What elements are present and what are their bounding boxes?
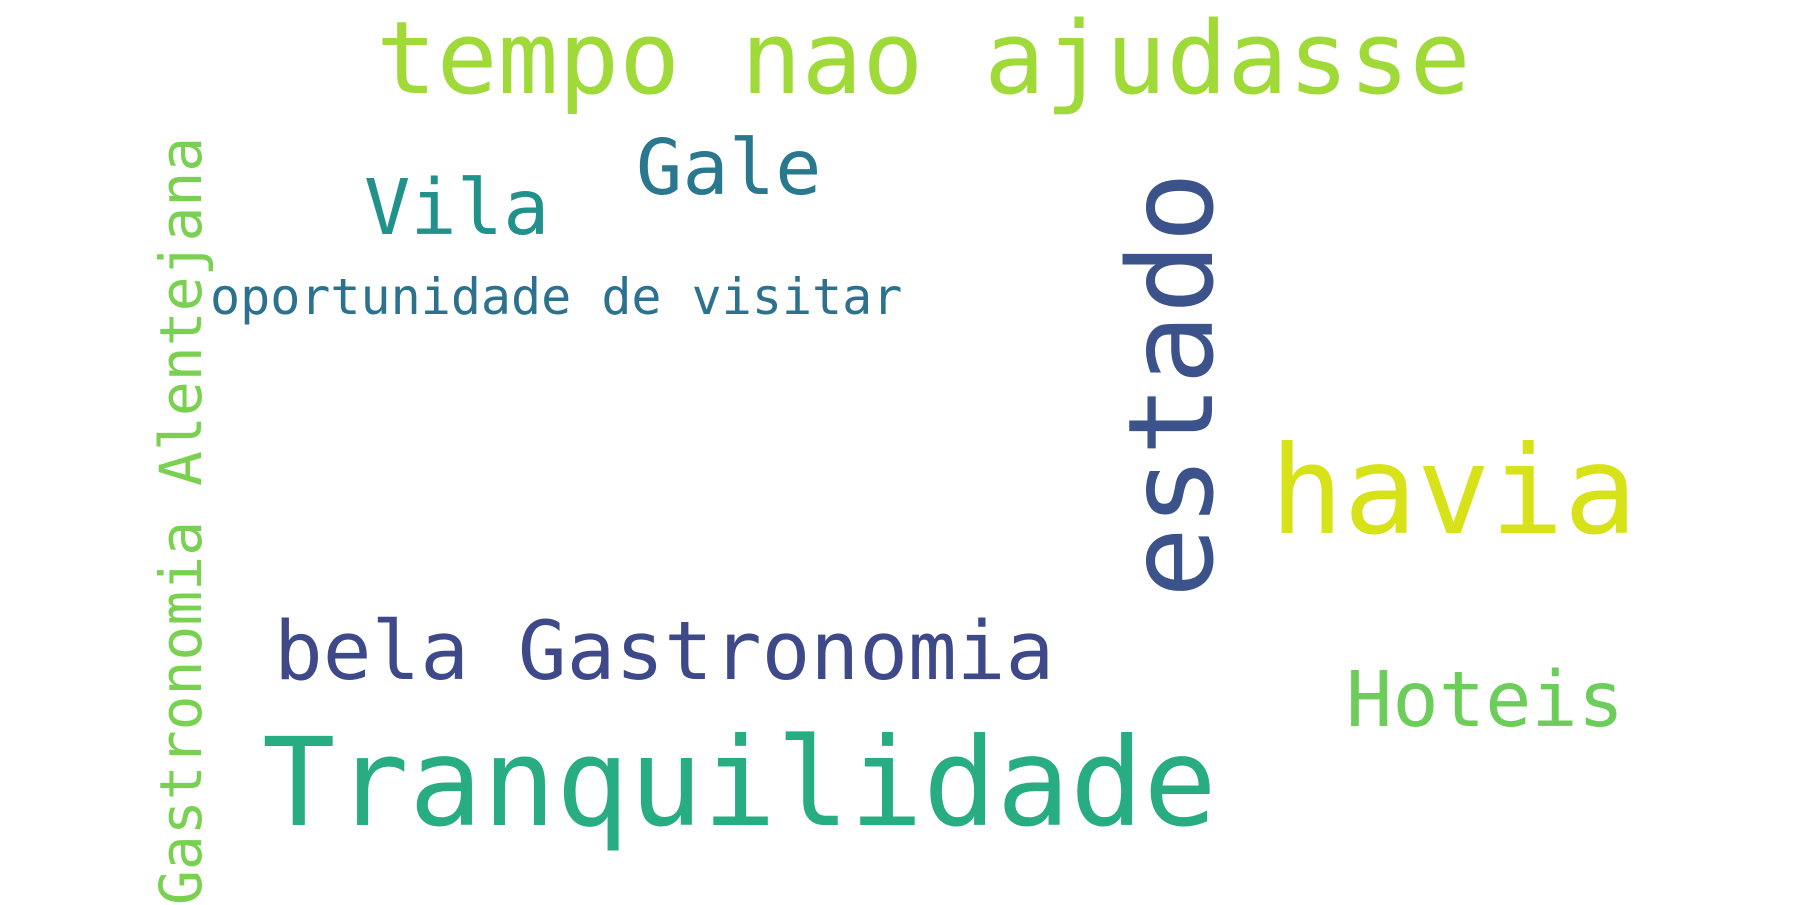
word-gastronomia-alentejana: Gastronomia Alentejana <box>147 136 215 905</box>
word-oportunidade-de-visitar: oportunidade de visitar <box>210 268 903 326</box>
word-hoteis: Hoteis <box>1346 656 1625 745</box>
word-vila: Vila <box>364 164 550 253</box>
word-bela-gastronomia: bela Gastronomia <box>274 605 1055 699</box>
word-estado: estado <box>1102 171 1240 598</box>
word-havia: havia <box>1270 420 1638 562</box>
word-tranquilidade: Tranquilidade <box>262 712 1217 854</box>
word-tempo-nao-ajudasse: tempo nao ajudasse <box>376 0 1471 117</box>
word-gale: Gale <box>636 124 822 213</box>
